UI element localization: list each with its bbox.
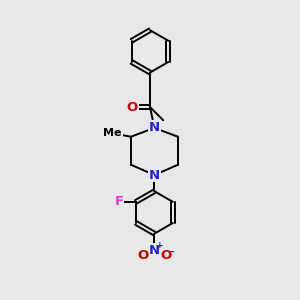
Text: −: − [167,247,175,256]
Text: Me: Me [103,128,122,138]
Text: O: O [127,100,138,113]
Text: +: + [156,241,163,250]
Text: N: N [149,169,160,182]
Text: F: F [114,195,124,208]
Text: N: N [149,122,160,134]
Text: O: O [137,250,148,262]
Text: N: N [149,244,160,257]
Text: O: O [160,250,172,262]
